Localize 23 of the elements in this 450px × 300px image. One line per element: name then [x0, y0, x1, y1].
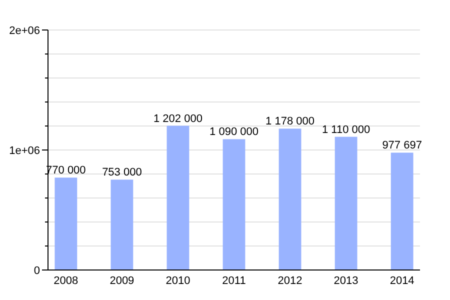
bar	[278, 128, 302, 270]
y-tick-label: 2e+06	[9, 24, 40, 37]
data-label: 977 697	[382, 140, 422, 152]
data-label: 1 178 000	[266, 116, 314, 128]
data-label: 1 090 000	[210, 126, 258, 138]
bar	[166, 126, 190, 270]
bar	[390, 152, 414, 270]
x-tick-label: 2008	[54, 275, 78, 287]
x-tick-label: 2009	[110, 275, 134, 287]
data-label: 753 000	[102, 166, 142, 179]
bar	[222, 139, 246, 270]
bar	[110, 180, 134, 270]
data-label: 1 110 000	[322, 124, 370, 136]
x-tick-label: 2011	[222, 275, 246, 287]
x-tick-label: 2013	[334, 275, 358, 287]
y-tick-label: 0	[34, 264, 40, 277]
bar	[334, 136, 358, 270]
x-tick-label: 2012	[278, 275, 302, 287]
bar	[54, 178, 78, 270]
x-tick-label: 2014	[390, 275, 414, 287]
x-tick-label: 2010	[166, 275, 190, 287]
y-tick-label: 1e+06	[9, 144, 40, 157]
data-label: 1 202 000	[154, 112, 202, 125]
